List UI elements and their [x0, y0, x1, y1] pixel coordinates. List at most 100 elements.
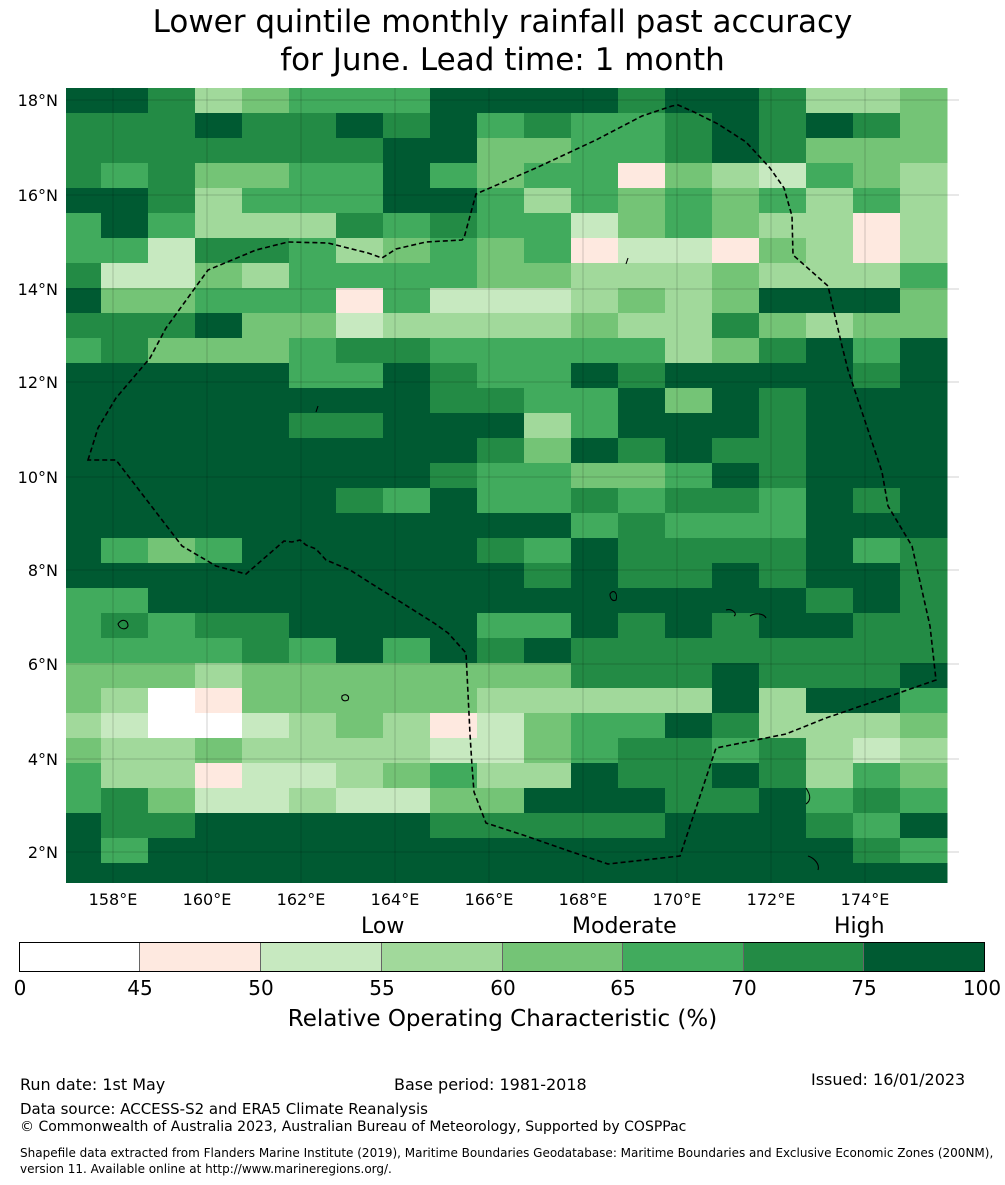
- grid-cell: [289, 138, 337, 164]
- grid-cell: [66, 588, 102, 614]
- grid-cell: [66, 488, 102, 514]
- grid-cell: [336, 313, 384, 339]
- grid-cell: [430, 738, 478, 764]
- grid-cell: [759, 288, 807, 314]
- grid-cell: [571, 163, 619, 189]
- grid-cell: [383, 513, 431, 539]
- grid-cell: [289, 263, 337, 289]
- colorbar-segment: [503, 943, 623, 971]
- grid-cell: [242, 138, 290, 164]
- grid-cell: [66, 463, 102, 489]
- grid-cell: [242, 638, 290, 664]
- grid-cell: [430, 788, 478, 814]
- grid-cell: [101, 613, 149, 639]
- grid-cell: [101, 413, 149, 439]
- grid-cell: [195, 238, 243, 264]
- latitude-tick-label: 8°N: [27, 561, 58, 580]
- grid-cell: [665, 563, 713, 589]
- grid-cell: [336, 463, 384, 489]
- grid-cell: [242, 413, 290, 439]
- grid-cell: [148, 813, 196, 839]
- grid-cell: [712, 313, 760, 339]
- grid-cell: [242, 488, 290, 514]
- grid-cell: [336, 488, 384, 514]
- grid-cell: [66, 263, 102, 289]
- grid-cell: [242, 688, 290, 714]
- grid-cell: [101, 363, 149, 389]
- grid-cell: [101, 688, 149, 714]
- grid-cell: [430, 663, 478, 689]
- grid-cell: [477, 388, 525, 414]
- grid-cell: [336, 363, 384, 389]
- grid-cell: [242, 188, 290, 214]
- grid-cell: [336, 388, 384, 414]
- grid-cell: [430, 288, 478, 314]
- grid-cell: [195, 738, 243, 764]
- grid-cell: [665, 388, 713, 414]
- grid-cell: [853, 338, 901, 364]
- grid-cell: [289, 163, 337, 189]
- grid-cell: [806, 213, 854, 239]
- grid-cell: [712, 438, 760, 464]
- grid-cell: [900, 238, 948, 264]
- rainfall-accuracy-map: [66, 88, 959, 883]
- grid-cell: [477, 763, 525, 789]
- grid-cell: [618, 313, 666, 339]
- grid-cell: [477, 738, 525, 764]
- latitude-tick-label: 18°N: [17, 91, 58, 110]
- longitude-tick-label: 164°E: [370, 890, 420, 909]
- grid-cell: [195, 688, 243, 714]
- grid-cell: [66, 788, 102, 814]
- grid-cell: [101, 788, 149, 814]
- grid-cell: [289, 188, 337, 214]
- grid-cell: [430, 863, 478, 883]
- grid-cell: [477, 363, 525, 389]
- grid-cell: [900, 313, 948, 339]
- grid-cell: [477, 663, 525, 689]
- grid-cell: [806, 488, 854, 514]
- grid-cell: [712, 113, 760, 139]
- grid-cell: [618, 388, 666, 414]
- grid-cell: [66, 288, 102, 314]
- grid-cell: [759, 813, 807, 839]
- grid-cell: [665, 238, 713, 264]
- grid-cell: [524, 638, 572, 664]
- grid-cell: [430, 688, 478, 714]
- grid-cell: [101, 313, 149, 339]
- grid-cell: [618, 563, 666, 589]
- grid-cell: [148, 88, 196, 114]
- grid-cell: [477, 413, 525, 439]
- grid-cell: [383, 788, 431, 814]
- grid-cell: [759, 363, 807, 389]
- grid-cell: [383, 263, 431, 289]
- grid-cell: [336, 788, 384, 814]
- grid-cell: [524, 438, 572, 464]
- grid-cell: [806, 163, 854, 189]
- grid-cell: [289, 713, 337, 739]
- grid-cell: [430, 563, 478, 589]
- grid-cell: [900, 863, 948, 883]
- grid-cell: [900, 363, 948, 389]
- grid-cell: [524, 488, 572, 514]
- grid-cell: [66, 738, 102, 764]
- grid-cell: [66, 363, 102, 389]
- grid-cell: [900, 613, 948, 639]
- grid-cell: [101, 88, 149, 114]
- grid-cell: [571, 463, 619, 489]
- grid-cell: [336, 713, 384, 739]
- grid-cell: [289, 488, 337, 514]
- grid-cell: [66, 763, 102, 789]
- grid-cell: [148, 438, 196, 464]
- grid-cell: [289, 813, 337, 839]
- colorbar-tick-label: 55: [369, 976, 395, 1000]
- grid-cell: [618, 213, 666, 239]
- grid-cell: [853, 513, 901, 539]
- grid-cell: [900, 788, 948, 814]
- grid-cell: [806, 813, 854, 839]
- grid-cell: [66, 663, 102, 689]
- grid-cell: [242, 288, 290, 314]
- grid-cell: [336, 188, 384, 214]
- grid-cell: [806, 388, 854, 414]
- grid-cell: [383, 438, 431, 464]
- grid-cell: [759, 763, 807, 789]
